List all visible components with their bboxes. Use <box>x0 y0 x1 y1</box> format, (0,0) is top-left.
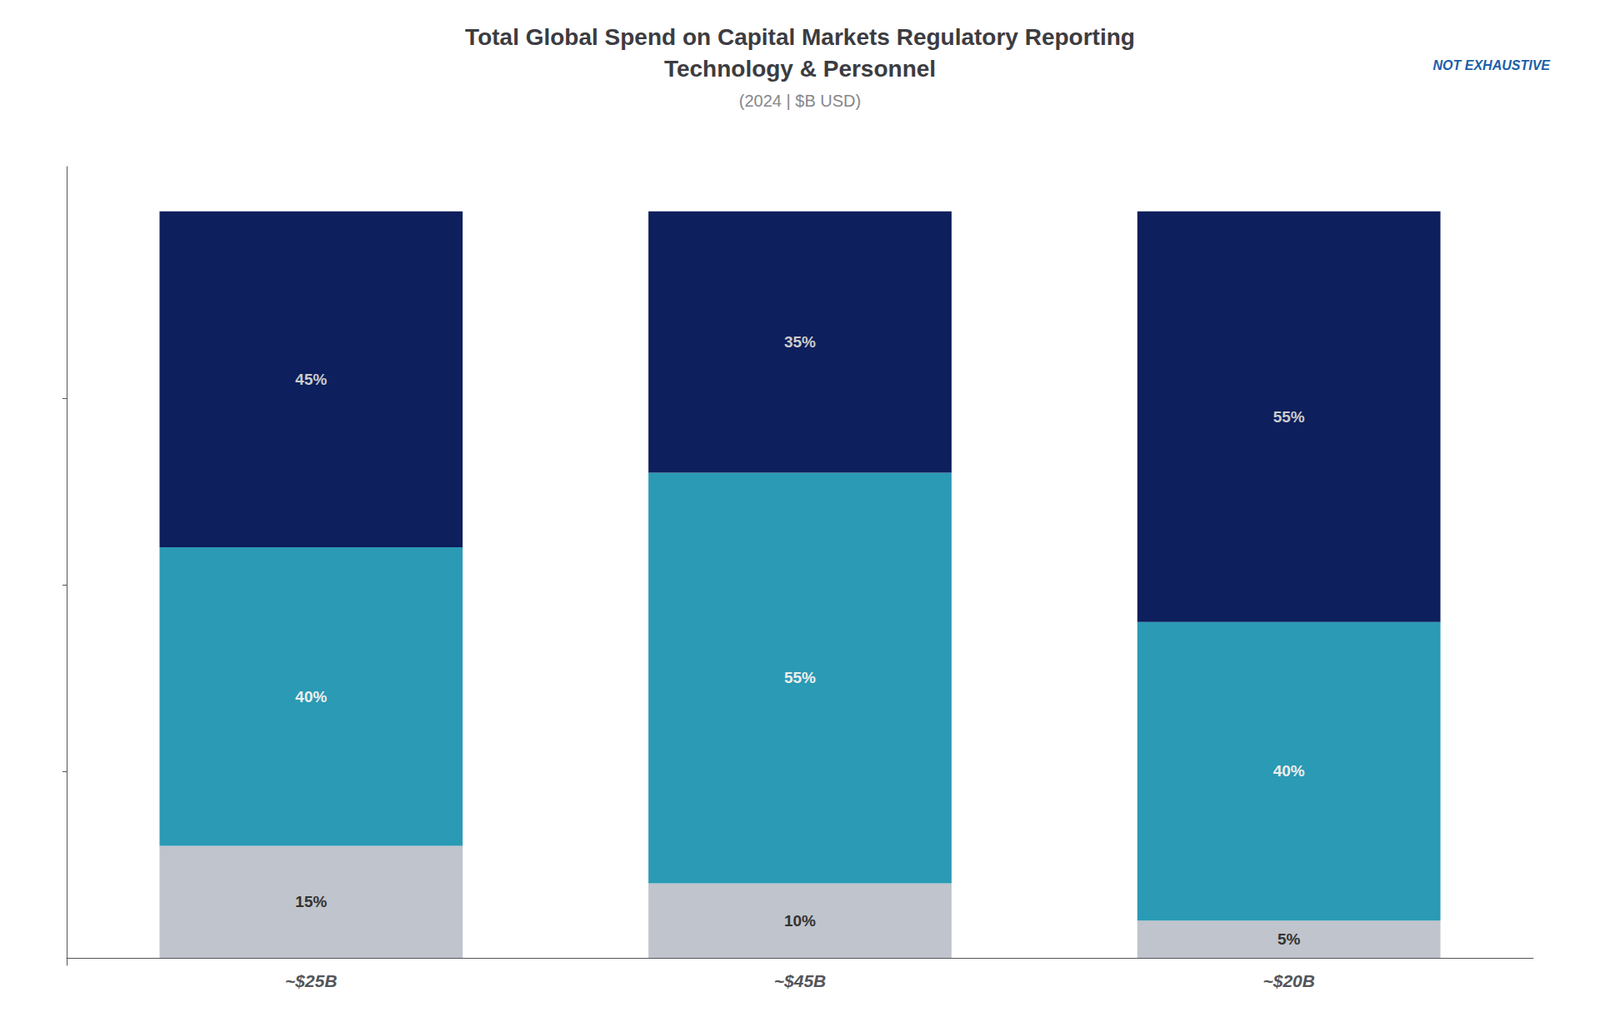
svg-text:5%: 5% <box>1277 930 1301 949</box>
svg-text:~$45B: ~$45B <box>774 971 826 991</box>
svg-text:15%: 15% <box>295 893 327 911</box>
svg-text:~$25B: ~$25B <box>285 971 337 991</box>
svg-text:10%: 10% <box>784 912 816 930</box>
svg-text:35%: 35% <box>784 333 816 351</box>
svg-text:40%: 40% <box>295 688 327 706</box>
svg-text:45%: 45% <box>295 370 327 389</box>
svg-text:Technology & Personnel: Technology & Personnel <box>664 55 936 82</box>
svg-text:Total Global Spend on Capital: Total Global Spend on Capital Markets Re… <box>465 24 1135 50</box>
svg-text:55%: 55% <box>1273 408 1305 426</box>
svg-text:(2024 | $B USD): (2024 | $B USD) <box>739 91 861 110</box>
svg-text:40%: 40% <box>1273 762 1305 780</box>
svg-text:55%: 55% <box>784 669 816 687</box>
svg-text:~$20B: ~$20B <box>1262 971 1315 991</box>
svg-text:NOT EXHAUSTIVE: NOT EXHAUSTIVE <box>1433 58 1552 73</box>
